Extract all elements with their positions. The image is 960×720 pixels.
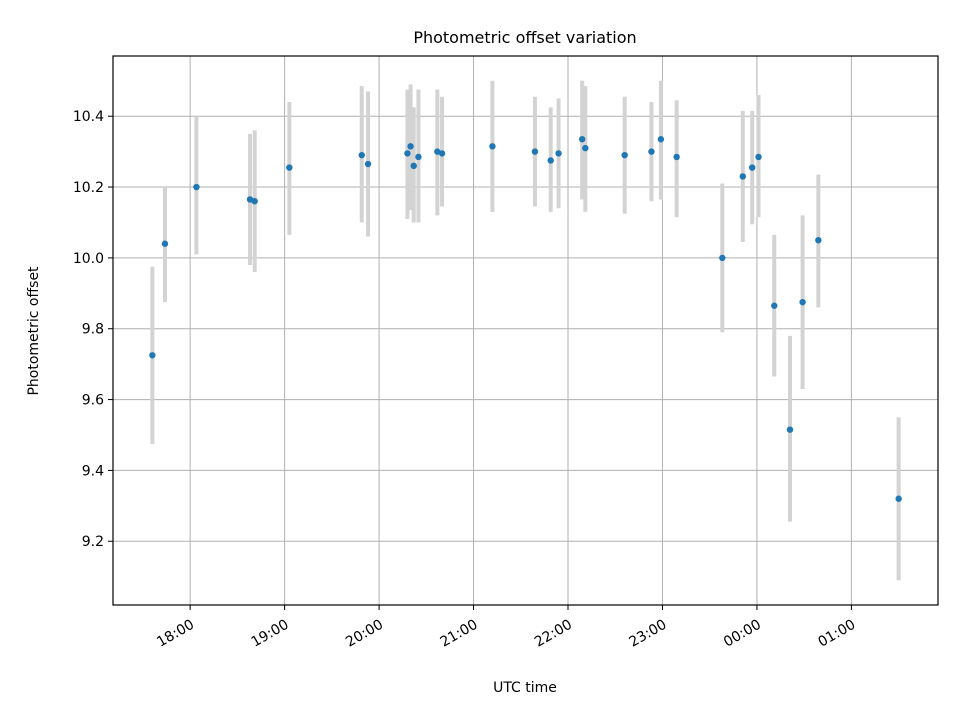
data-point bbox=[895, 495, 902, 502]
y-tick-label: 10.4 bbox=[73, 109, 104, 125]
data-point bbox=[582, 144, 589, 152]
x-tick-label: 23:00 bbox=[627, 617, 670, 651]
x-axis-ticks: 18:00 19:00 20:00 21:00 22:00 23:00 00:00 01:00 bbox=[154, 605, 858, 651]
grid bbox=[113, 56, 938, 605]
data-point bbox=[786, 426, 794, 433]
data-point bbox=[407, 143, 414, 150]
data-point bbox=[657, 136, 665, 143]
data-point bbox=[286, 164, 293, 171]
data-point bbox=[364, 160, 372, 168]
x-tick-label: 19:00 bbox=[249, 617, 292, 651]
data-point bbox=[799, 298, 806, 306]
data-point bbox=[719, 254, 726, 262]
data-point bbox=[489, 143, 496, 150]
data-point bbox=[161, 240, 169, 247]
y-tick-label: 9.8 bbox=[82, 322, 104, 338]
data-point bbox=[621, 151, 628, 159]
plot-frame bbox=[112, 55, 939, 606]
data-point bbox=[358, 151, 365, 159]
data-point bbox=[149, 352, 156, 359]
data-point bbox=[193, 183, 200, 191]
error-bars bbox=[150, 80, 901, 581]
data-point bbox=[547, 157, 554, 164]
y-tick-label: 10.0 bbox=[73, 251, 104, 267]
y-tick-label: 9.4 bbox=[82, 463, 104, 479]
chart-title: Photometric offset variation bbox=[413, 28, 636, 47]
data-point bbox=[648, 148, 655, 155]
x-tick-label: 20:00 bbox=[343, 617, 386, 651]
data-point bbox=[555, 150, 562, 157]
data-point bbox=[251, 198, 258, 205]
data-point bbox=[438, 150, 446, 157]
x-axis-label: UTC time bbox=[493, 680, 557, 696]
data-point bbox=[415, 153, 422, 161]
data-point bbox=[739, 173, 746, 180]
data-point bbox=[531, 148, 539, 155]
data-point bbox=[755, 153, 762, 161]
data-point bbox=[404, 150, 411, 157]
data-point bbox=[578, 136, 586, 143]
y-tick-label: 10.2 bbox=[73, 180, 104, 196]
y-tick-label: 9.6 bbox=[82, 393, 104, 409]
data-point bbox=[749, 164, 756, 171]
data-point bbox=[815, 236, 822, 244]
data-point bbox=[771, 302, 778, 309]
x-tick-label: 21:00 bbox=[438, 617, 481, 651]
x-tick-label: 18:00 bbox=[154, 617, 197, 651]
y-tick-label: 9.2 bbox=[82, 534, 104, 550]
y-axis-label: Photometric offset bbox=[26, 266, 42, 396]
data-point bbox=[410, 162, 417, 169]
data-points bbox=[149, 136, 902, 502]
y-axis-ticks: 9.2 9.4 9.6 9.8 10.0 10.2 10.4 bbox=[73, 109, 113, 550]
x-tick-label: 22:00 bbox=[532, 617, 575, 651]
x-tick-label: 01:00 bbox=[815, 617, 858, 651]
data-point bbox=[673, 153, 680, 161]
x-tick-label: 00:00 bbox=[721, 617, 764, 651]
